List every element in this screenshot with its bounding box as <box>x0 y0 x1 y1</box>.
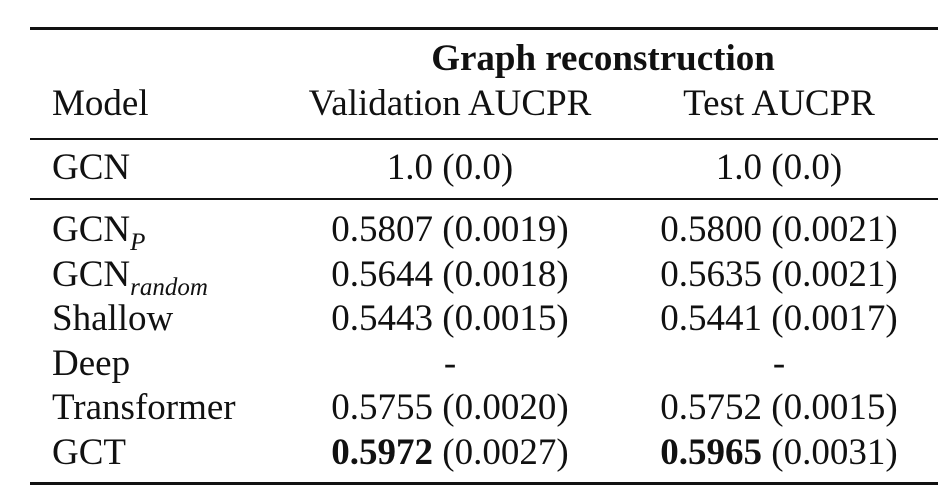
validation-std: (0.0027) <box>433 431 569 473</box>
row-test-cell: 0.5752 (0.0015) <box>660 386 897 430</box>
row-test-cell: 0.5635 (0.0021) <box>660 253 897 297</box>
validation-value: 0.5755 <box>331 387 434 428</box>
validation-value: - <box>443 342 457 384</box>
validation-std: (0.0015) <box>433 298 569 339</box>
test-value: 0.5752 <box>660 387 763 428</box>
row-model-cell: Shallow <box>52 297 173 341</box>
validation-std: (0.0020) <box>433 387 569 428</box>
test-std: (0.0021) <box>762 209 898 250</box>
row-model-cell: Deep <box>52 342 130 386</box>
row-model-cell: Transformer <box>52 386 236 430</box>
row-validation-cell: 0.5644 (0.0018) <box>331 253 568 297</box>
validation-value: 0.5972 <box>331 431 434 473</box>
baseline-rule <box>30 198 938 200</box>
row-validation-cell: - <box>444 342 456 386</box>
model-name: GCN <box>52 209 131 250</box>
group-header: Graph reconstruction <box>431 38 775 79</box>
model-subscript: random <box>130 273 208 301</box>
model-name: GCN <box>52 253 131 295</box>
row-validation-cell: 0.5755 (0.0020) <box>331 386 568 430</box>
row-test-cell: 0.5800 (0.0021) <box>660 208 897 252</box>
model-subscript: P <box>130 229 146 256</box>
column-header-test: Test AUCPR <box>683 83 875 124</box>
model-name: GCT <box>52 431 126 473</box>
test-std: (0.0017) <box>762 298 898 339</box>
validation-value: 0.5443 <box>331 298 434 339</box>
test-value: 0.5635 <box>660 253 763 295</box>
test-value: 0.5441 <box>660 298 763 339</box>
bottom-rule <box>30 482 938 485</box>
row-validation-cell: 0.5807 (0.0019) <box>331 208 568 252</box>
test-value: - <box>772 342 786 384</box>
model-name: Shallow <box>52 298 174 339</box>
row-test-cell: 0.5441 (0.0017) <box>660 297 897 341</box>
baseline-model-cell: GCN <box>52 147 131 188</box>
test-std: (0.0015) <box>762 387 898 428</box>
test-std: (0.0031) <box>762 431 898 473</box>
model-name: Deep <box>52 342 131 384</box>
validation-value: 0.5807 <box>331 209 434 250</box>
row-test-cell: 0.5965 (0.0031) <box>660 431 897 475</box>
row-test-cell: - <box>773 342 785 386</box>
validation-std: (0.0019) <box>433 209 569 250</box>
test-std: (0.0021) <box>762 253 898 295</box>
column-header-validation: Validation AUCPR <box>308 83 592 124</box>
row-model-cell: GCT <box>52 431 126 475</box>
validation-std: (0.0018) <box>433 253 569 295</box>
row-model-cell: GCNP <box>52 208 145 256</box>
header-rule <box>30 138 938 140</box>
model-name: Transformer <box>52 387 236 428</box>
row-validation-cell: 0.5972 (0.0027) <box>331 431 568 475</box>
column-header-model: Model <box>52 83 149 124</box>
test-value: 0.5965 <box>660 431 763 473</box>
baseline-validation-cell: 1.0 (0.0) <box>386 147 514 188</box>
row-validation-cell: 0.5443 (0.0015) <box>331 297 568 341</box>
top-rule <box>30 27 938 30</box>
baseline-test-cell: 1.0 (0.0) <box>715 147 843 188</box>
row-model-cell: GCNrandom <box>52 253 208 301</box>
validation-value: 0.5644 <box>331 253 434 295</box>
test-value: 0.5800 <box>660 209 763 250</box>
